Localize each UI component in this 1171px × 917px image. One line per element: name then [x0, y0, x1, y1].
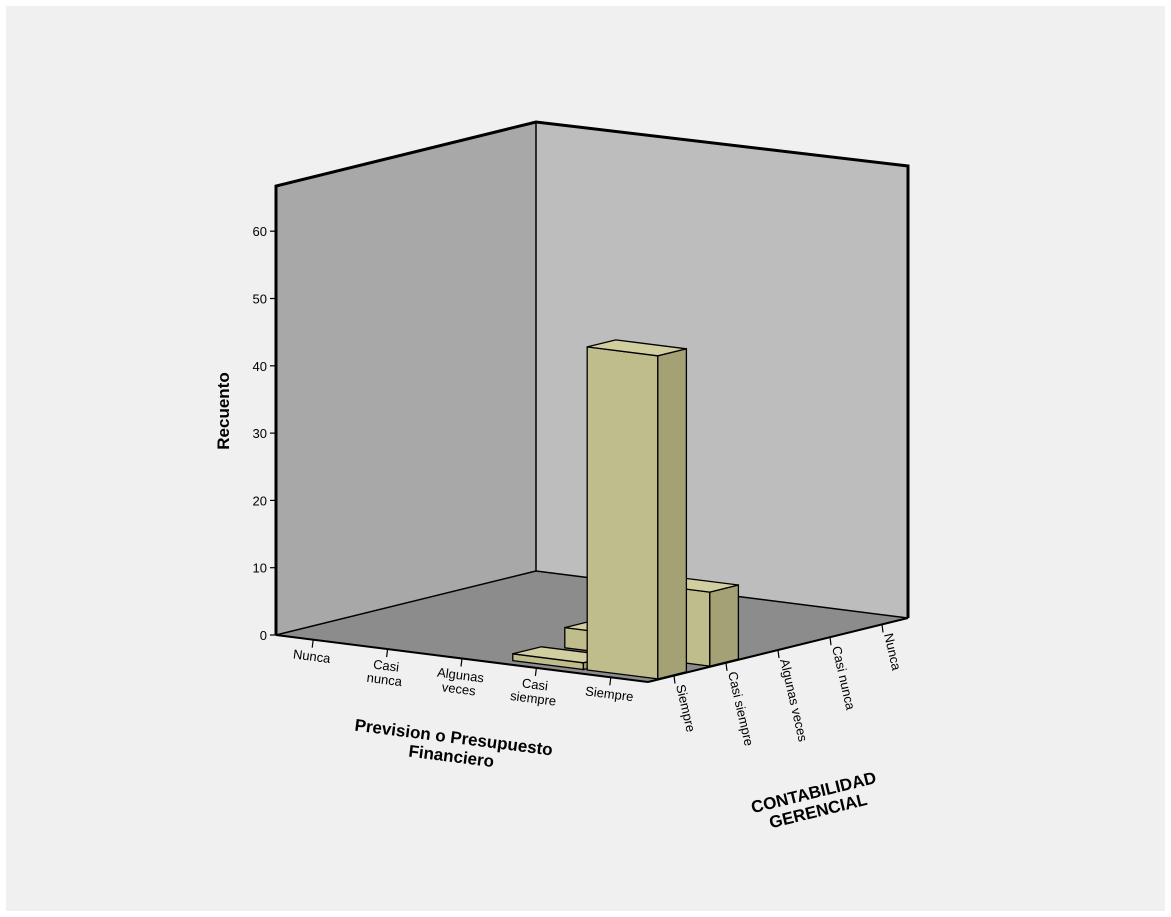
y-tick-label: 30 [253, 426, 267, 441]
z-tick-mark [829, 637, 832, 646]
x-tick-mark [609, 677, 612, 686]
svg-text:Casi: Casi [372, 657, 400, 675]
svg-text:Prevision o PresupuestoFinanci: Prevision o PresupuestoFinanciero [351, 716, 554, 779]
bar-front-face [586, 346, 659, 680]
bar-side-face [657, 347, 688, 680]
z-tick-label: Casi siempre [725, 670, 757, 747]
y-tick-label: 40 [253, 359, 267, 374]
y-tick-label: 20 [253, 493, 267, 508]
y-tick-label: 10 [253, 561, 267, 576]
svg-text:Siempre: Siempre [584, 683, 634, 704]
svg-text:Nunca: Nunca [292, 646, 332, 666]
svg-text:siempre: siempre [509, 688, 557, 709]
y-axis: 0 10 20 30 40 50 60 [253, 224, 276, 643]
y-axis-title: Recuento [214, 372, 233, 449]
y-tick-label: 0 [260, 628, 267, 643]
z-tick-mark [725, 662, 728, 671]
svg-text:Algunas: Algunas [436, 665, 485, 686]
x-tick-mark [534, 667, 537, 676]
x-tick-label: Nunca [292, 646, 332, 666]
x-tick-label: Siempre [584, 683, 634, 704]
z-axis-title: CONTABILIDADGERENCIAL [749, 768, 882, 835]
bar [586, 339, 688, 680]
svg-text:CONTABILIDADGERENCIAL: CONTABILIDADGERENCIAL [749, 768, 882, 835]
z-tick-mark [777, 649, 780, 659]
y-tick-label: 60 [253, 224, 267, 239]
z-tick-label: Siempre [673, 683, 699, 734]
chart-frame: 0 10 20 30 40 50 60 Nunca Casi nunca Algunas veces… [6, 6, 1165, 911]
x-tick-mark [386, 649, 389, 658]
svg-text:nunca: nunca [366, 670, 404, 689]
svg-text:Casi: Casi [521, 675, 549, 693]
x-tick-mark [460, 658, 463, 667]
bars-group [512, 339, 740, 680]
x-tick-mark [311, 639, 314, 648]
z-tick-label: Casi nunca [829, 645, 858, 712]
z-tick-mark [881, 624, 884, 633]
y-tick-label: 50 [253, 292, 267, 307]
bar-side-face [709, 584, 740, 667]
z-tick-mark [673, 675, 676, 684]
left-wall [276, 122, 536, 635]
x-axis-title: Prevision o PresupuestoFinanciero [351, 716, 554, 779]
svg-text:veces: veces [441, 679, 477, 698]
z-tick-label: Nunca [881, 632, 904, 673]
z-tick-label: Algunas veces [777, 657, 811, 743]
bar-top-face [587, 339, 687, 357]
